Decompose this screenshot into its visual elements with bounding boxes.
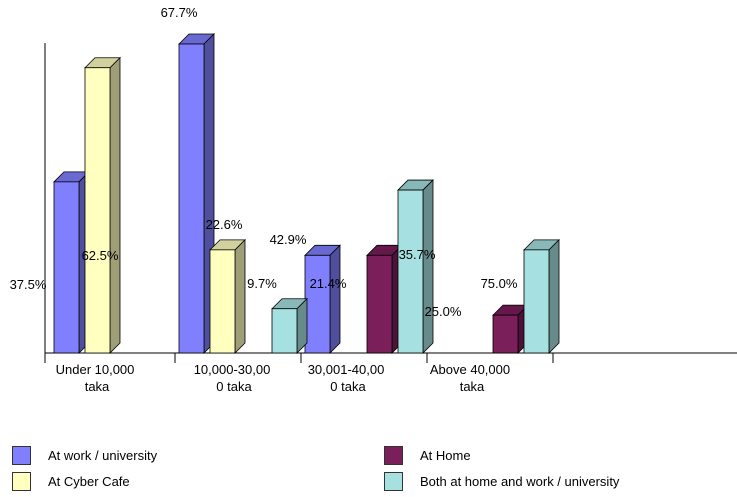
bar-s3-c3-side <box>548 238 560 354</box>
data-label-s0-c2: 21.4% <box>310 276 347 291</box>
bar-s3-c1-side <box>296 297 308 354</box>
data-label-extra-0: 42.9% <box>270 232 307 247</box>
bar-s2-c3 <box>492 314 519 354</box>
x-tick-label-2-1: 0 taka <box>330 379 366 394</box>
data-label-s3-c2: 35.7% <box>399 247 436 262</box>
x-tick-label-1-0: 10,000-30,00 <box>194 362 271 377</box>
bar-s3-c3 <box>523 249 550 354</box>
data-label-s0-c1: 67.7% <box>161 5 198 20</box>
data-label-s0-c0: 37.5% <box>10 277 47 292</box>
data-label-s3-c3: 75.0% <box>481 276 518 291</box>
bar-s1-c1-side <box>234 238 246 354</box>
x-tick-label-0-0: Under 10,000 <box>56 362 135 377</box>
x-tick-label-1-1: 0 taka <box>216 379 252 394</box>
bar-s1-c0-side <box>109 56 121 354</box>
data-label-s3-c1: 9.7% <box>247 276 277 291</box>
bar-s3-c1 <box>271 308 298 354</box>
bar-s1-c0 <box>84 67 111 354</box>
data-label-s1-c0: 62.5% <box>82 248 119 263</box>
bar-s3-c2 <box>397 189 424 354</box>
data-label-s1-c1: 22.6% <box>206 217 243 232</box>
x-tick-label-2-0: 30,001-40,00 <box>308 362 385 377</box>
x-tick-label-3-1: taka <box>460 379 485 394</box>
bar-s2-c2 <box>366 254 393 354</box>
data-label-s2-c3: 25.0% <box>425 304 462 319</box>
x-tick-label-0-1: taka <box>85 379 110 394</box>
bar-s1-c1 <box>209 249 236 354</box>
x-tick-label-3-0: Above 40,000 <box>430 362 510 377</box>
bar-s0-c1 <box>178 43 205 354</box>
bar-s3-c2-side <box>422 179 434 354</box>
bar-s0-c2-side <box>329 244 341 354</box>
bar-s0-c0 <box>53 181 80 354</box>
bar-s0-c2 <box>304 254 331 354</box>
